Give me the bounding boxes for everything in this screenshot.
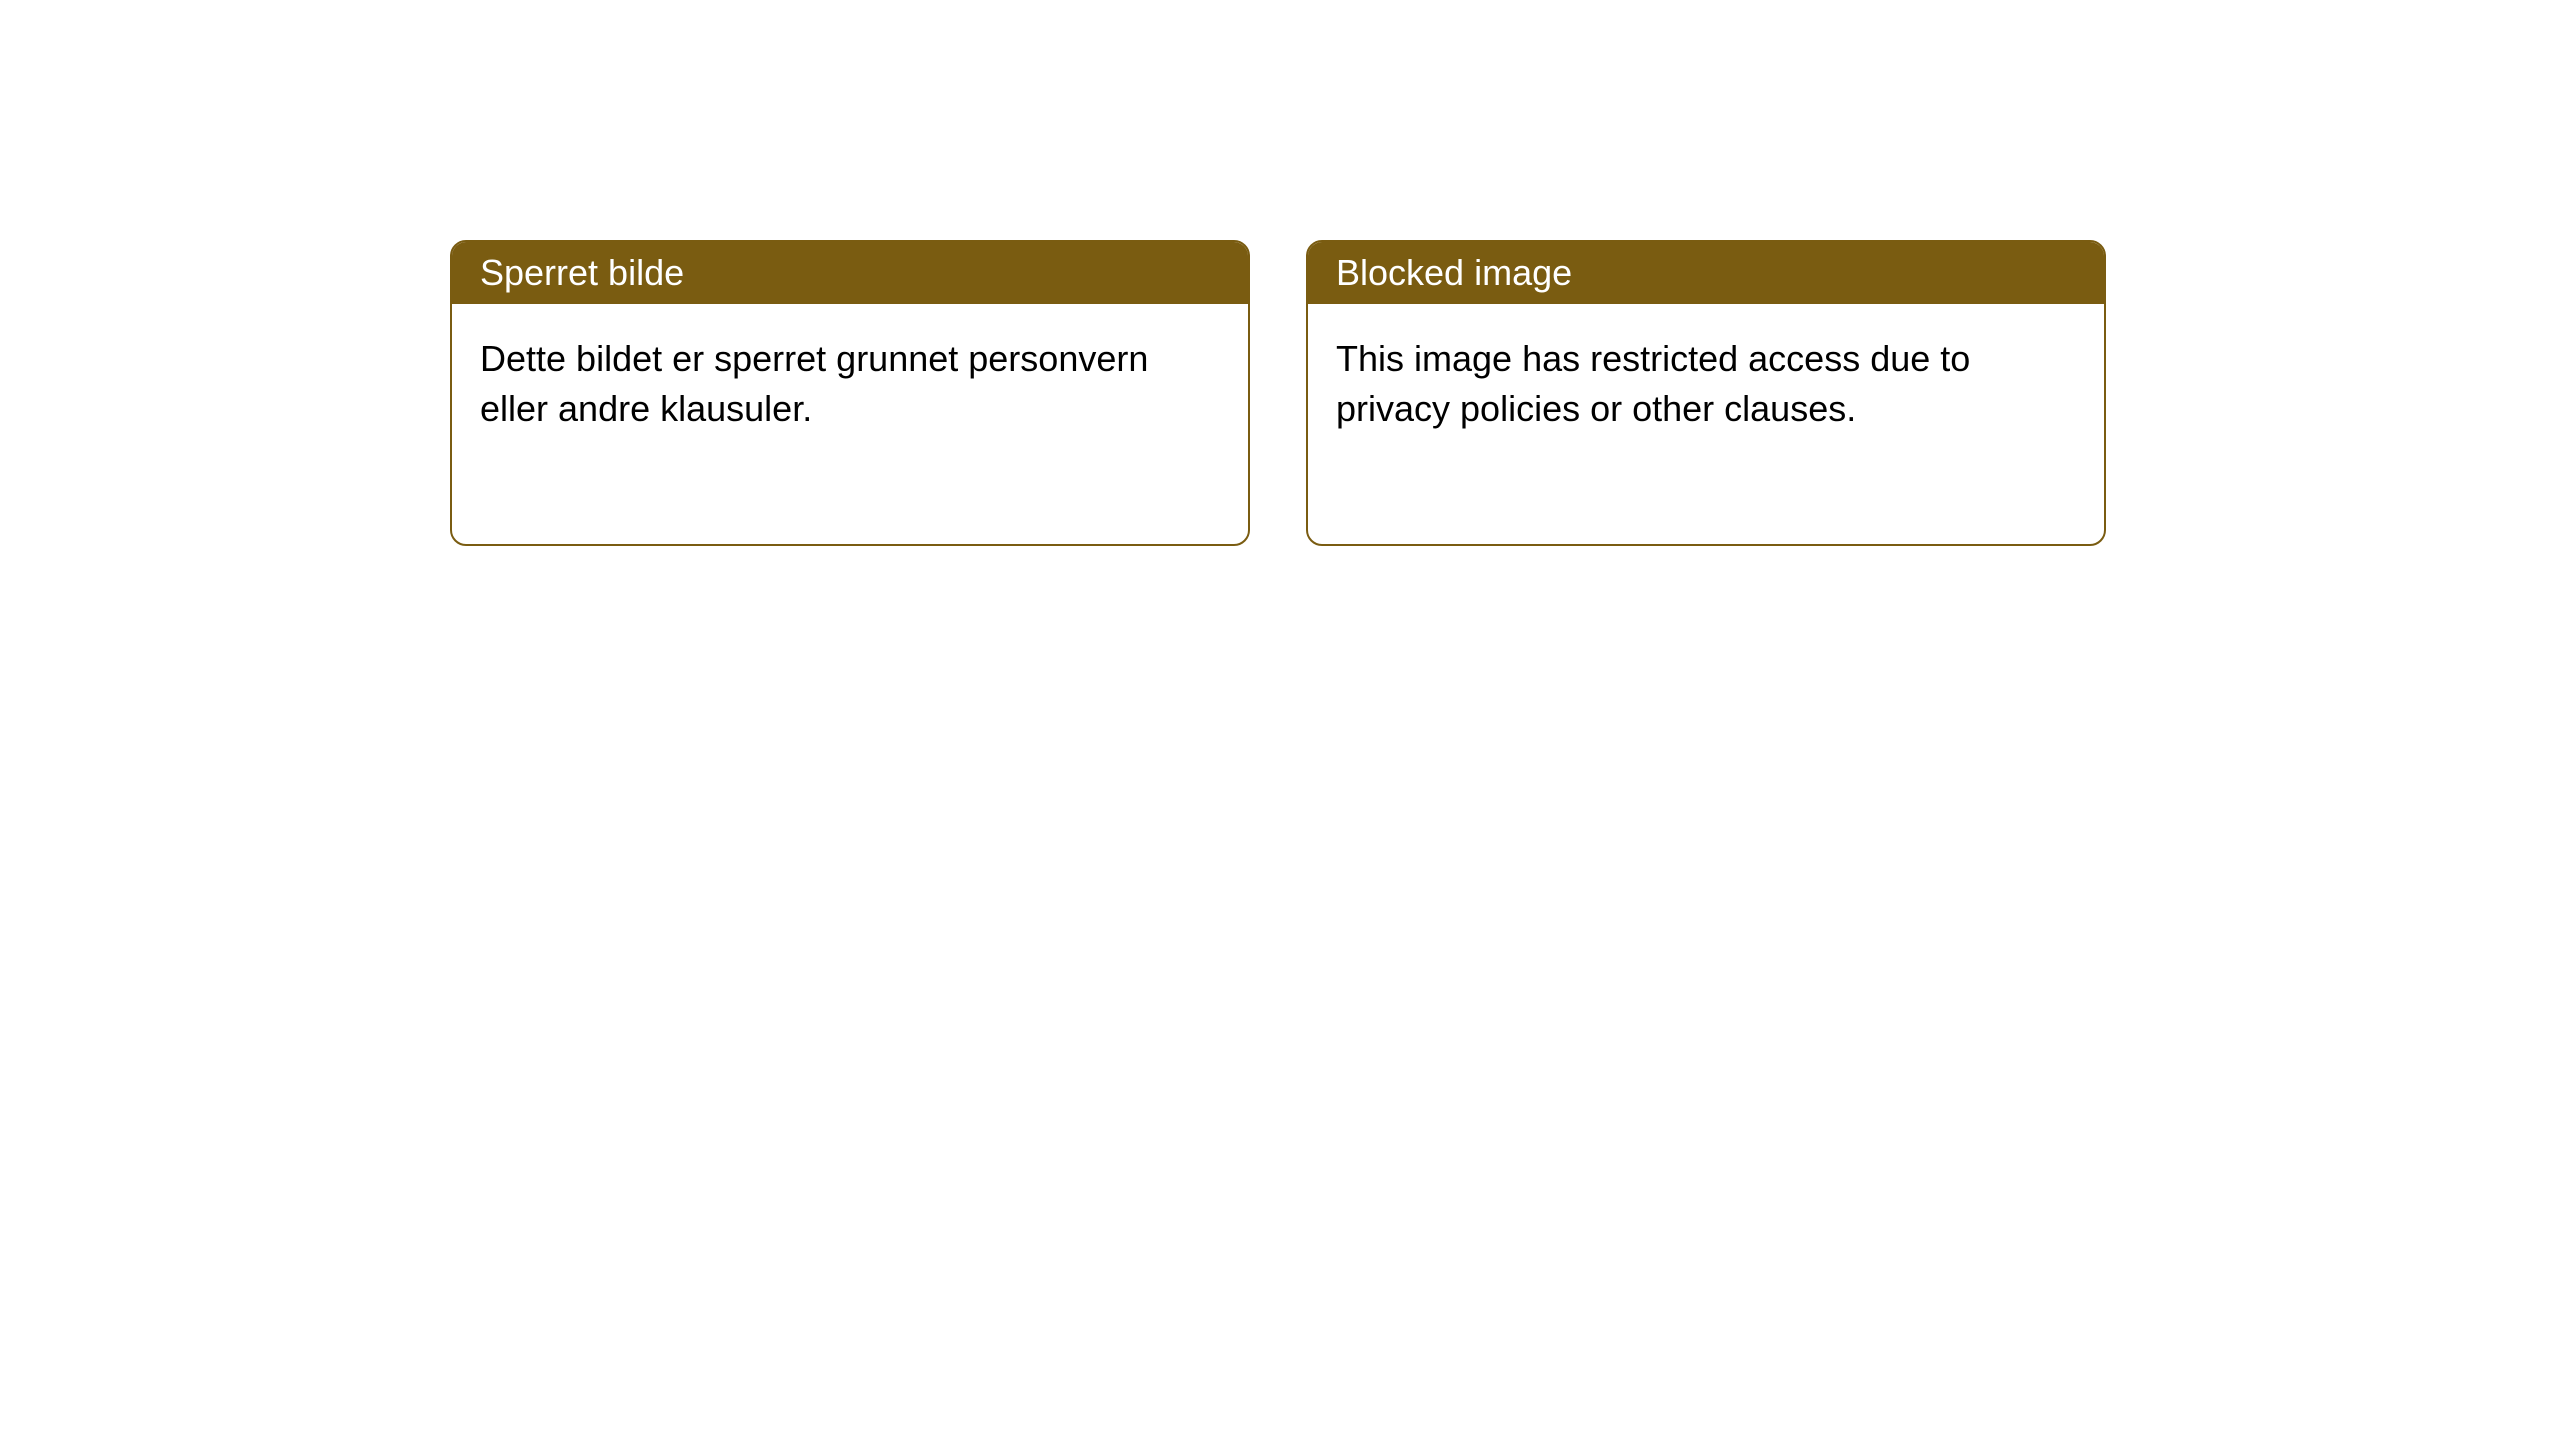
notice-header: Blocked image bbox=[1308, 242, 2104, 304]
notice-header: Sperret bilde bbox=[452, 242, 1248, 304]
notice-card-english: Blocked image This image has restricted … bbox=[1306, 240, 2106, 546]
notice-message: This image has restricted access due to … bbox=[1336, 338, 1970, 429]
notice-card-norwegian: Sperret bilde Dette bildet er sperret gr… bbox=[450, 240, 1250, 546]
notice-message: Dette bildet er sperret grunnet personve… bbox=[480, 338, 1148, 429]
notice-body: Dette bildet er sperret grunnet personve… bbox=[452, 304, 1248, 544]
notice-title: Sperret bilde bbox=[480, 252, 684, 293]
notice-body: This image has restricted access due to … bbox=[1308, 304, 2104, 544]
notice-title: Blocked image bbox=[1336, 252, 1572, 293]
notice-container: Sperret bilde Dette bildet er sperret gr… bbox=[0, 0, 2560, 546]
